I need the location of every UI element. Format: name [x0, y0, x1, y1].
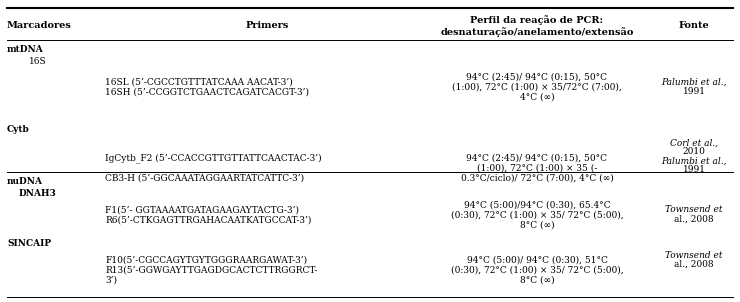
Text: 94°C (2:45)/ 94°C (0:15), 50°C
(1:00), 72°C (1:00) × 35 (-
0.3°C/ciclo)/ 72°C (7: 94°C (2:45)/ 94°C (0:15), 50°C (1:00), 7…: [460, 153, 613, 183]
Text: al., 2008: al., 2008: [674, 214, 714, 223]
Text: Palumbi et al.,: Palumbi et al.,: [662, 156, 727, 165]
Text: 3’): 3’): [105, 275, 117, 284]
Text: 1991: 1991: [682, 86, 705, 95]
Text: CB3-H (5’-GGCAAATAGGAARTATCATTC-3’): CB3-H (5’-GGCAAATAGGAARTATCATTC-3’): [105, 174, 304, 182]
Text: Cytb: Cytb: [7, 126, 30, 134]
Text: 16S: 16S: [29, 57, 47, 66]
Text: Corl et al.,: Corl et al.,: [670, 139, 718, 147]
Text: al., 2008: al., 2008: [674, 259, 714, 268]
Text: 1991: 1991: [682, 165, 705, 175]
Text: R13(5’-GGWGAYTTGAGDGCACTCTTRGGRCT-: R13(5’-GGWGAYTTGAGDGCACTCTTRGGRCT-: [105, 265, 317, 275]
Text: 94°C (5:00)/94°C (0:30), 65.4°C
(0:30), 72°C (1:00) × 35/ 72°C (5:00),
8°C (∞): 94°C (5:00)/94°C (0:30), 65.4°C (0:30), …: [451, 200, 623, 230]
Text: R6(5’-CTKGAGTTRGAHACAATKATGCCAT-3’): R6(5’-CTKGAGTTRGAHACAATKATGCCAT-3’): [105, 216, 312, 224]
Text: 94°C (2:45)/ 94°C (0:15), 50°C
(1:00), 72°C (1:00) × 35/72°C (7:00),
4°C (∞): 94°C (2:45)/ 94°C (0:15), 50°C (1:00), 7…: [452, 72, 622, 102]
Text: mtDNA: mtDNA: [7, 46, 44, 54]
Text: Fonte: Fonte: [679, 21, 710, 31]
Text: F10(5’-CGCCAGYTGYTGGGRAARGAWAT-3’): F10(5’-CGCCAGYTGYTGGGRAARGAWAT-3’): [105, 255, 307, 265]
Text: Townsend et: Townsend et: [665, 205, 723, 214]
Text: IgCytb_F2 (5’-CCACCGTTGTTATTCAACTAC-3’): IgCytb_F2 (5’-CCACCGTTGTTATTCAACTAC-3’): [105, 153, 322, 163]
Text: 94°C (5:00)/ 94°C (0:30), 51°C
(0:30), 72°C (1:00) × 35/ 72°C (5:00),
8°C (∞): 94°C (5:00)/ 94°C (0:30), 51°C (0:30), 7…: [451, 255, 623, 285]
Text: Perfil da reação de PCR:
desnaturação/anelamento/extensão: Perfil da reação de PCR: desnaturação/an…: [440, 15, 633, 37]
Text: SINCAIP: SINCAIP: [7, 239, 51, 248]
Text: 2010: 2010: [682, 147, 705, 156]
Text: Townsend et: Townsend et: [665, 250, 723, 259]
Text: 16SH (5’-CCGGTCTGAACTCAGATCACGT-3’): 16SH (5’-CCGGTCTGAACTCAGATCACGT-3’): [105, 88, 309, 97]
Text: DNAH3: DNAH3: [19, 189, 57, 198]
Text: Primers: Primers: [246, 21, 289, 31]
Text: 16SL (5’-CGCCTGTTTATCAAA AACAT-3’): 16SL (5’-CGCCTGTTTATCAAA AACAT-3’): [105, 78, 293, 86]
Text: Marcadores: Marcadores: [7, 21, 72, 31]
Text: nuDNA: nuDNA: [7, 178, 43, 187]
Text: Palumbi et al.,: Palumbi et al.,: [662, 78, 727, 86]
Text: F1(5’- GGTAAAATGATAGAAGAYTACTG-3’): F1(5’- GGTAAAATGATAGAAGAYTACTG-3’): [105, 205, 299, 214]
